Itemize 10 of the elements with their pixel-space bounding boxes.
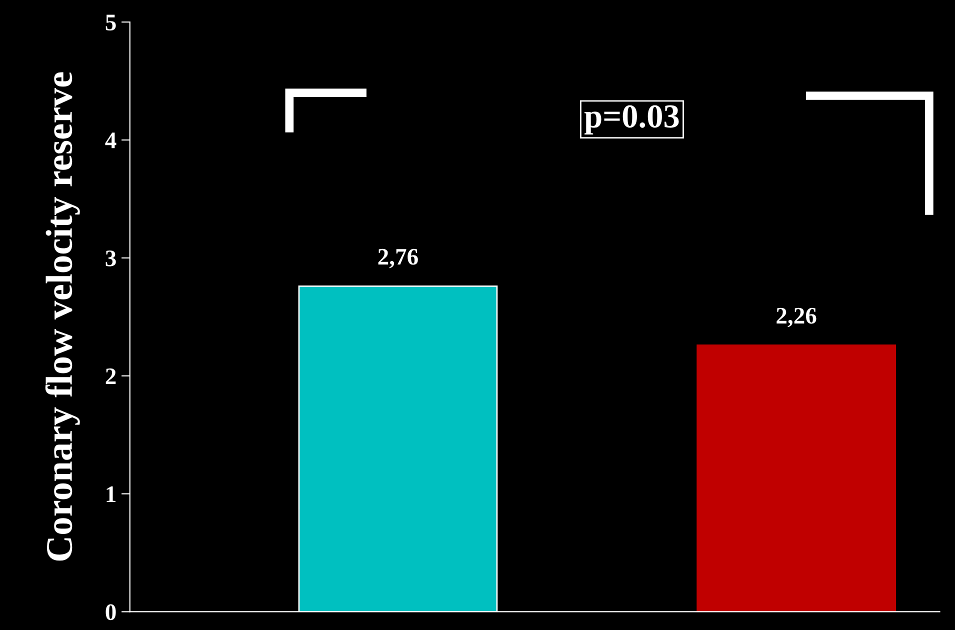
data-label: 2,26 (776, 308, 816, 328)
y-tick-label: 5 (106, 14, 116, 30)
y-tick-label: 3 (106, 250, 116, 266)
y-tick-label: 4 (105, 132, 116, 148)
data-label: 2,76 (378, 248, 418, 268)
y-tick-label: 1 (106, 486, 116, 502)
y-tick-label: 2 (106, 368, 116, 384)
y-tick-label: 0 (106, 604, 116, 620)
annotation: p=0.03 (584, 105, 679, 134)
y-axis-title: Coronary flow velocity reserve (45, 72, 80, 561)
